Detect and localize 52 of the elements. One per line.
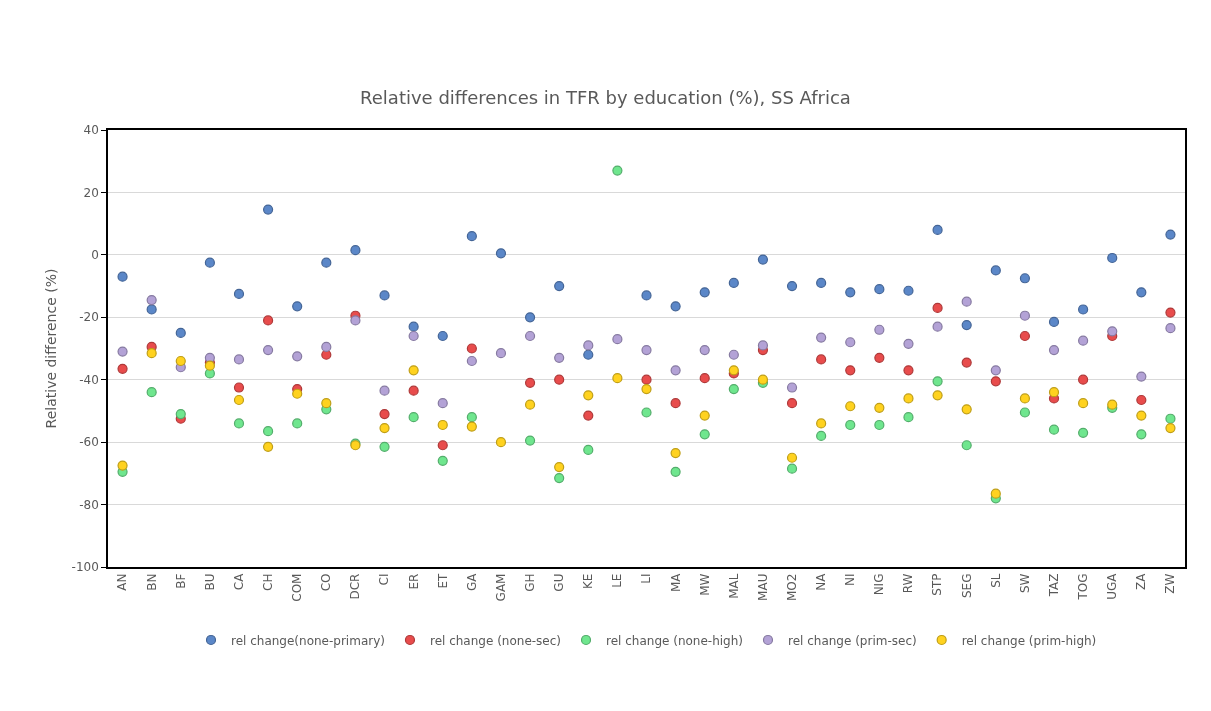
x-tick-label: COM bbox=[290, 573, 305, 602]
x-tick-label: AN bbox=[115, 573, 130, 591]
x-tick-label: MO2 bbox=[784, 573, 799, 601]
x-tick-label: BN bbox=[144, 573, 159, 591]
legend-label: rel change (none-sec) bbox=[429, 633, 562, 648]
y-tick-label: -80 bbox=[79, 497, 99, 512]
x-tick-label: GAM bbox=[493, 573, 508, 602]
y-tick-label: -100 bbox=[71, 560, 99, 575]
x-tick-label: ZW bbox=[1163, 573, 1178, 594]
x-tick-label: LE bbox=[610, 573, 625, 588]
x-tick-label: LI bbox=[639, 573, 654, 584]
y-tick-label: -60 bbox=[79, 435, 99, 450]
x-tick-label: MAL bbox=[726, 573, 741, 599]
x-tick-label: SL bbox=[988, 573, 1003, 588]
x-tick-label: SW bbox=[1017, 573, 1032, 594]
x-tick-label: NI bbox=[843, 573, 858, 587]
x-tick-label: KE bbox=[581, 573, 596, 589]
y-tick-label: 20 bbox=[83, 185, 99, 200]
x-tick-label: ZA bbox=[1134, 572, 1149, 590]
x-tick-label: GH bbox=[522, 573, 537, 592]
legend-label: rel change(none-primary) bbox=[231, 633, 385, 648]
x-tick-label: BU bbox=[202, 573, 217, 591]
x-tick-label: CI bbox=[377, 573, 392, 586]
y-tick-label: -40 bbox=[79, 372, 99, 387]
legend-label: rel change (none-high) bbox=[606, 633, 743, 648]
x-tick-label: GA bbox=[464, 572, 479, 592]
x-tick-label: SEG bbox=[959, 573, 974, 599]
x-tick-label: CO bbox=[319, 573, 334, 592]
x-tick-label: DCR bbox=[348, 573, 363, 600]
chart-title: Relative differences in TFR by education (%), SS Africa bbox=[360, 86, 851, 108]
x-tick-label: NIG bbox=[872, 573, 887, 596]
x-tick-label: ET bbox=[435, 572, 450, 589]
y-tick-label: -20 bbox=[79, 310, 99, 325]
x-tick-label: TAZ bbox=[1046, 573, 1061, 598]
x-tick-label: MAU bbox=[755, 573, 770, 601]
x-tick-label: ER bbox=[406, 573, 421, 590]
x-tick-label: CA bbox=[231, 572, 246, 591]
legend-label: rel change (prim-high) bbox=[961, 633, 1097, 648]
x-tick-label: MW bbox=[697, 573, 712, 596]
x-tick-label: TOG bbox=[1076, 573, 1091, 601]
x-tick-label: CH bbox=[260, 573, 275, 591]
x-tick-label: STP bbox=[930, 573, 945, 596]
x-tick-label: BF bbox=[173, 573, 188, 589]
x-tick-label: GU bbox=[552, 573, 567, 592]
y-axis-title: Relative difference (%) bbox=[42, 268, 59, 429]
x-tick-label: NA bbox=[814, 572, 829, 591]
y-tick-label: 0 bbox=[91, 248, 99, 263]
legend-label: rel change (prim-sec) bbox=[787, 633, 917, 648]
y-tick-label: 40 bbox=[83, 123, 99, 138]
x-tick-label: RW bbox=[901, 573, 916, 594]
x-tick-label: MA bbox=[668, 572, 683, 593]
x-tick-label: UGA bbox=[1105, 572, 1120, 600]
